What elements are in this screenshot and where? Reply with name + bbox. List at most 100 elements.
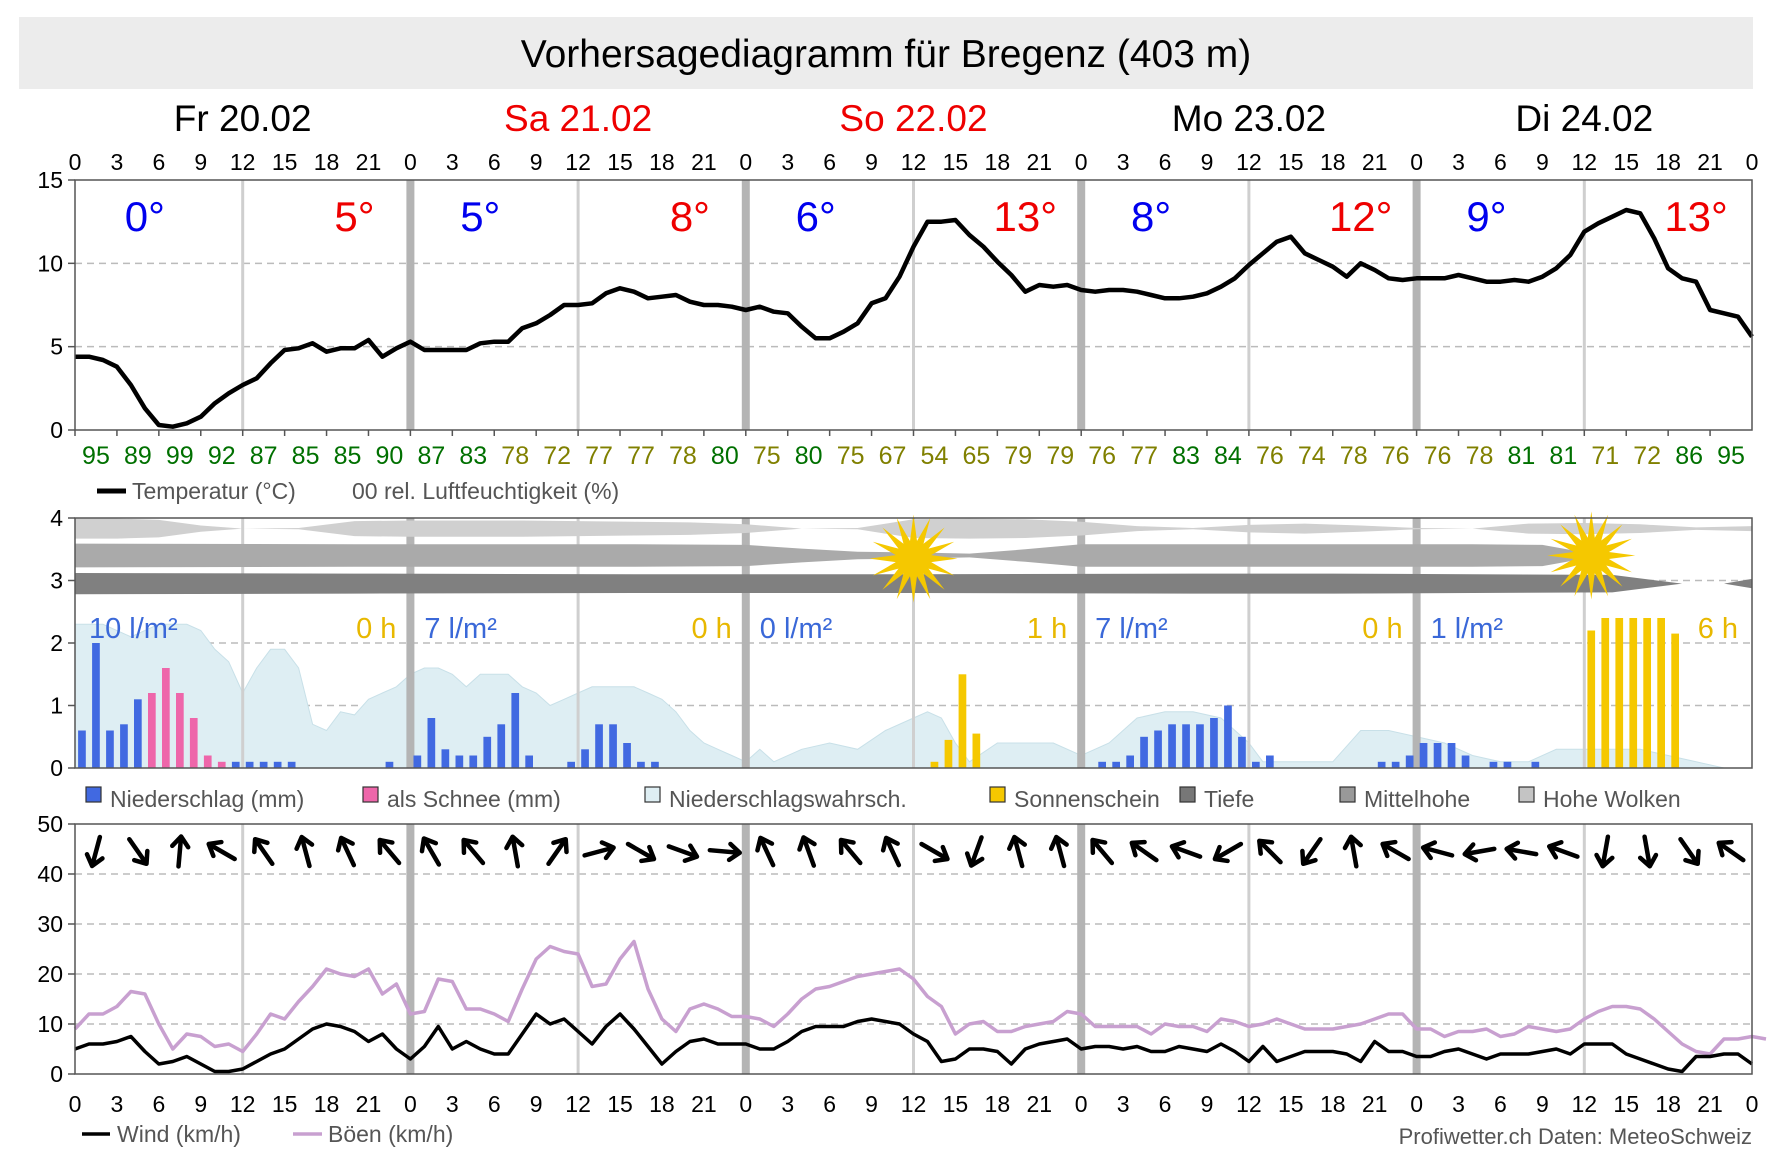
wind-arrow-head <box>1342 834 1363 851</box>
wind-arrow <box>546 836 569 867</box>
sunshine-bar <box>930 761 939 769</box>
wind-arrow-head <box>335 835 355 853</box>
sun-icon <box>869 514 958 603</box>
temperature-legend: Temperatur (°C) 00 rel. Luftfeuchtigkeit… <box>97 478 619 504</box>
top-hour-tick: 12 <box>1236 149 1262 175</box>
wind-arrow-shaft <box>969 835 984 866</box>
gust-legend-label: Böen (km/h) <box>328 1121 453 1147</box>
wind-arrow-shaft <box>884 837 902 868</box>
top-hour-tick: 6 <box>1159 149 1172 175</box>
humidity-value: 83 <box>1172 442 1200 470</box>
wind-tick-label: 0 <box>50 1061 63 1087</box>
sun-symbols <box>869 511 1636 603</box>
rain-bar <box>581 749 589 769</box>
bottom-hour-tick: 9 <box>194 1091 207 1117</box>
wind-arrow-head <box>1594 852 1615 869</box>
wind-arrow-shaft <box>1091 839 1115 866</box>
wind-arrow-shaft <box>1258 840 1283 865</box>
snow-bar <box>203 755 212 768</box>
daily-min-temp: 0° <box>125 193 165 240</box>
wind-arrow <box>666 843 700 863</box>
rain-bar <box>413 755 422 768</box>
sunshine-bar <box>1629 618 1638 768</box>
bottom-hour-tick: 6 <box>152 1091 165 1117</box>
rain-bar <box>106 730 114 768</box>
daily-sunshine-hours: 0 h <box>691 613 731 645</box>
daily-max-temp: 12° <box>1329 193 1393 240</box>
bottom-hour-tick: 21 <box>1697 1091 1723 1117</box>
bottom-hour-tick: 0 <box>1746 1091 1759 1117</box>
wind-arrow-head <box>131 848 150 867</box>
bottom-hour-tick: 3 <box>781 1091 794 1117</box>
humidity-value: 87 <box>250 442 278 470</box>
sunshine-bar <box>1615 618 1624 768</box>
day-label: Di 24.02 <box>1515 98 1653 139</box>
rain-bar <box>259 761 268 769</box>
temperature-tick-label: 5 <box>50 334 63 360</box>
wind-arrow <box>84 834 105 869</box>
wind-arrow-head <box>1683 848 1701 867</box>
legend-swatch <box>85 786 102 803</box>
rain-bar <box>1154 730 1162 768</box>
humidity-value: 71 <box>1591 442 1619 470</box>
rain-bar <box>1266 755 1274 768</box>
daily-rain-total: 7 l/m² <box>1095 613 1168 645</box>
snow-bar <box>217 761 226 769</box>
wind-arrow-shaft <box>90 834 103 867</box>
wind-arrow-head <box>599 840 616 861</box>
top-hour-tick: 6 <box>823 149 836 175</box>
top-hour-tick: 9 <box>530 149 543 175</box>
day-label: Mo 23.02 <box>1172 98 1326 139</box>
wind-arrow-shaft <box>1642 834 1652 867</box>
sunshine-bar <box>1587 630 1596 768</box>
bottom-hour-tick: 0 <box>404 1091 417 1117</box>
wind-arrow-head <box>797 835 817 852</box>
humidity-value: 76 <box>1256 442 1284 470</box>
legend-label: Tiefe <box>1204 786 1254 812</box>
wind-arrow-shaft <box>510 836 521 869</box>
rain-bar <box>483 736 492 769</box>
top-hour-tick: 15 <box>1613 149 1639 175</box>
bottom-hour-tick: 21 <box>1026 1091 1052 1117</box>
humidity-value: 86 <box>1675 442 1703 470</box>
rain-bar <box>609 724 617 769</box>
top-hour-tick: 3 <box>111 149 124 175</box>
humidity-value: 85 <box>292 442 320 470</box>
humidity-value: 72 <box>1633 442 1661 470</box>
wind-tick-label: 30 <box>37 911 63 937</box>
top-hour-tick: 21 <box>1697 149 1723 175</box>
daily-sunshine-hours: 1 h <box>1027 613 1067 645</box>
wind-tick-label: 50 <box>37 811 63 837</box>
wind-arrow-head <box>84 852 105 869</box>
legend-label: Niederschlag (mm) <box>110 786 304 812</box>
rain-bar <box>525 755 533 768</box>
sunshine-bar <box>972 733 981 768</box>
rain-bar <box>231 761 240 769</box>
rain-bar <box>1391 761 1400 769</box>
rain-bar <box>567 761 575 769</box>
wind-arrow <box>964 835 985 868</box>
top-hour-tick: 0 <box>69 149 82 175</box>
bottom-hour-tick: 0 <box>1075 1091 1088 1117</box>
wind-arrow <box>1257 838 1283 865</box>
wind-arrow-shaft <box>625 841 655 861</box>
rain-bar <box>1461 755 1470 768</box>
rain-bar <box>245 761 254 769</box>
humidity-value: 81 <box>1549 442 1577 470</box>
snow-bar <box>189 718 198 768</box>
wind-arrow-head <box>1257 838 1275 856</box>
top-hour-tick: 12 <box>230 149 256 175</box>
wind-arrow-shaft <box>666 844 698 859</box>
wind-arrow-head <box>1420 840 1438 861</box>
precipitation-legend: Niederschlag (mm) als Schnee (mm) Niedersc… <box>85 786 1681 812</box>
legend-swatch <box>644 786 661 803</box>
humidity-value: 78 <box>1466 442 1494 470</box>
wind-legend: Wind (km/h) Böen (km/h) <box>82 1121 453 1147</box>
bottom-hour-tick: 18 <box>314 1091 340 1117</box>
wind-arrow-shaft <box>759 837 776 868</box>
rain-bar <box>78 730 86 768</box>
bottom-hour-tick: 9 <box>1536 1091 1549 1117</box>
rain-bar <box>1126 755 1134 768</box>
wind-arrow <box>419 836 442 867</box>
wind-arrow-head <box>170 834 191 850</box>
